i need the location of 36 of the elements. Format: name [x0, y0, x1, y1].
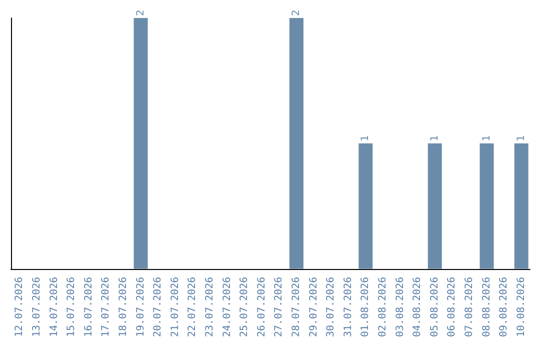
x-tick-label: 12.07.2026: [14, 276, 26, 338]
x-tick-label: 19.07.2026: [135, 276, 146, 338]
data-label: 1: [516, 135, 527, 142]
x-tick-label: 05.08.2026: [429, 276, 440, 338]
x-tick-label: 10.08.2026: [516, 276, 527, 338]
x-tick-label: 08.08.2026: [481, 276, 492, 338]
data-label: 1: [481, 135, 492, 142]
x-tick-label: 14.07.2026: [48, 276, 60, 338]
x-tick-label: 04.08.2026: [412, 276, 424, 338]
x-tick-label: 21.07.2026: [170, 276, 181, 338]
x-tick-label: 07.08.2026: [464, 276, 475, 338]
x-tick-label: 18.07.2026: [118, 276, 129, 338]
data-label: 1: [360, 135, 372, 142]
x-tick-label: 22.07.2026: [187, 276, 198, 338]
x-tick-label: 16.07.2026: [83, 276, 94, 338]
x-tick-label: 30.07.2026: [326, 276, 337, 338]
x-tick-label: 01.08.2026: [360, 276, 372, 338]
x-tick-label: 24.07.2026: [222, 276, 233, 338]
x-tick-label: 31.07.2026: [342, 276, 354, 338]
x-tick-label: 25.07.2026: [239, 276, 250, 338]
x-tick-label: 02.08.2026: [377, 276, 388, 338]
x-tick-label: 13.07.2026: [31, 276, 42, 338]
x-tick-label: 20.07.2026: [152, 276, 164, 338]
x-tick-label: 29.07.2026: [308, 276, 320, 338]
x-tick-label: 27.07.2026: [274, 276, 285, 338]
x-tick-label: 28.07.2026: [290, 276, 302, 338]
data-label: 2: [135, 10, 146, 16]
data-label: 2: [290, 10, 302, 16]
data-label: 1: [429, 135, 440, 142]
x-tick-label: 26.07.2026: [256, 276, 268, 338]
x-tick-label: 15.07.2026: [66, 276, 78, 338]
x-tick-label: 06.08.2026: [446, 276, 458, 338]
x-tick-label: 23.07.2026: [204, 276, 216, 338]
x-tick-label: 17.07.2026: [100, 276, 112, 338]
x-tick-label: 03.08.2026: [394, 276, 406, 338]
x-tick-label: 09.08.2026: [498, 276, 510, 338]
